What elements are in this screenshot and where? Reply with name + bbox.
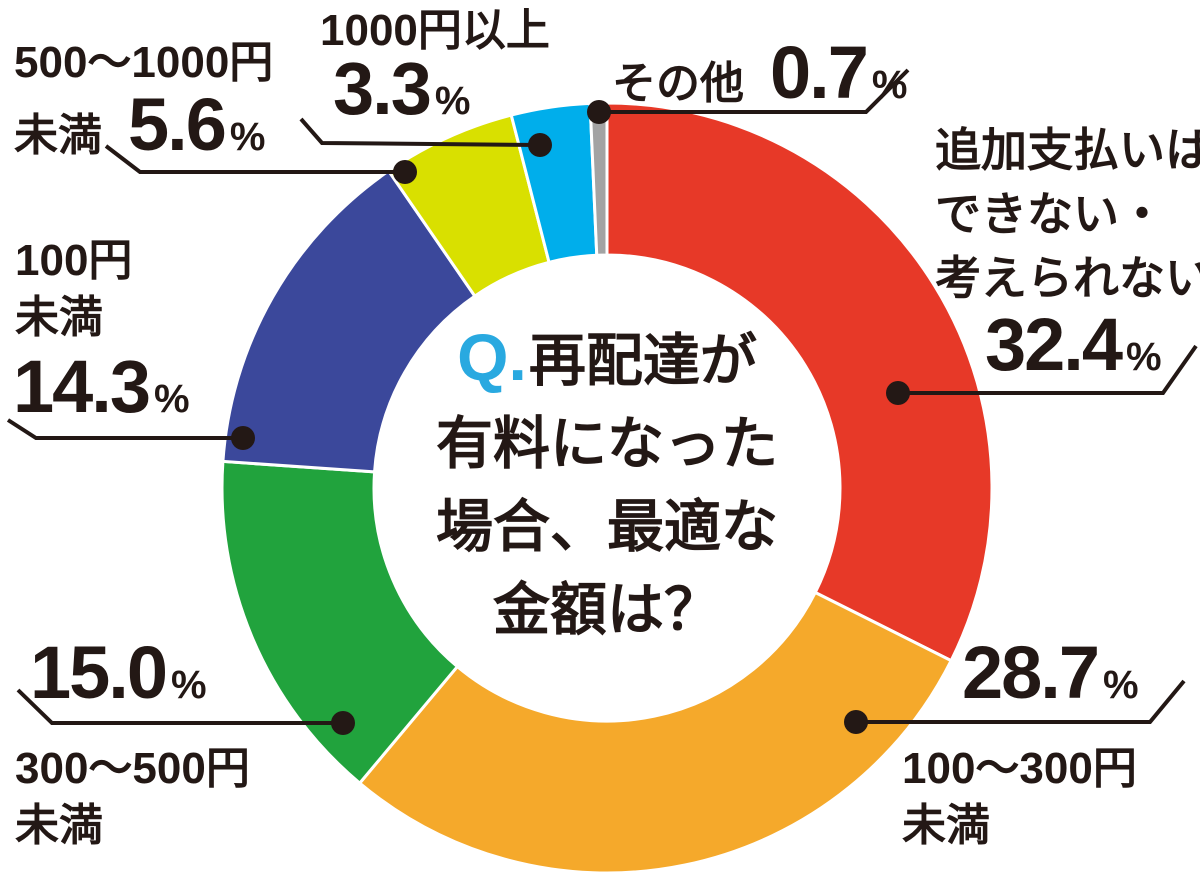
pie-slice-no-extra-payment — [605, 101, 994, 663]
leader-dot-100-300-yen — [844, 710, 868, 734]
value-under-100-yen: 14.3 — [13, 345, 151, 428]
unit-over-1000-yen: % — [434, 79, 471, 123]
label-100-300-yen-line-1: 100〜300円 — [902, 744, 1137, 793]
leader-line-no-extra-payment — [898, 344, 1198, 395]
center-question-text-1: 再配達が — [528, 329, 757, 393]
value-row-100-300-yen: 28.7 % — [962, 636, 1139, 710]
label-over-1000-yen: 1000円以上 — [320, 6, 550, 55]
unit-300-500-yen: % — [171, 663, 207, 707]
leader-dot-under-100-yen — [231, 426, 255, 450]
leader-dot-other — [587, 100, 611, 124]
pie-slice-300-500-yen — [220, 459, 460, 786]
value-row-other: その他 0.7 % — [612, 36, 907, 111]
label-100-300-yen: 100〜300円 未満 — [902, 740, 1137, 854]
unit-other: % — [871, 63, 908, 107]
value-row-over-1000-yen: 3.3 % — [333, 52, 470, 126]
label-500-1000-yen-miman: 未満 — [14, 111, 102, 160]
leader-line-under-100-yen — [6, 418, 243, 440]
value-row-no-extra-payment: 32.4 % — [985, 308, 1162, 382]
label-under-100-yen-line-2: 未満 — [15, 293, 103, 342]
value-row-300-500-yen: 15.0 % — [30, 636, 207, 710]
leader-line-300-500-yen — [16, 688, 343, 725]
value-500-1000-yen: 5.6 — [128, 83, 227, 166]
pie-slice-under-100-yen — [221, 168, 477, 474]
leader-line-over-1000-yen — [299, 117, 541, 147]
label-300-500-yen: 300〜500円 未満 — [15, 740, 250, 854]
unit-under-100-yen: % — [154, 377, 190, 421]
leader-dot-500-1000-yen — [393, 160, 417, 184]
label-under-100-yen-line-1: 100円 — [15, 236, 133, 285]
label-under-100-yen: 100円 未満 — [15, 232, 132, 346]
value-300-500-yen: 15.0 — [30, 631, 168, 714]
label-300-500-yen-line-2: 未満 — [15, 801, 103, 850]
value-row-under-100-yen: 14.3 % — [13, 350, 190, 424]
label-300-500-yen-line-1: 300〜500円 — [15, 744, 250, 793]
center-question-line-1: Q.再配達が — [377, 316, 837, 403]
label-no-extra-payment-line-3: 考えられない — [935, 252, 1200, 304]
unit-500-1000-yen: % — [229, 115, 266, 159]
label-100-300-yen-line-2: 未満 — [902, 801, 990, 850]
label-other: その他 — [612, 59, 744, 108]
center-question-line-3: 場合、最適な — [436, 495, 778, 559]
label-500-1000-yen: 500〜1000円 — [14, 38, 274, 87]
label-no-extra-payment-line-2: できない・ — [935, 188, 1165, 240]
value-no-extra-payment: 32.4 — [985, 303, 1123, 386]
value-over-1000-yen: 3.3 — [333, 47, 432, 130]
question-q-prefix: Q. — [457, 320, 527, 394]
center-question: Q.再配達が 有料になった 場合、最適な 金額は？ — [377, 316, 837, 652]
value-row-500-1000-yen: 未満 5.6 % — [14, 88, 265, 163]
leader-line-other — [599, 68, 910, 114]
pie-slice-100-300-yen — [357, 590, 954, 875]
unit-no-extra-payment: % — [1126, 335, 1162, 379]
label-no-extra-payment-line-1: 追加支払いは — [935, 124, 1200, 176]
leader-line-500-1000-yen — [104, 144, 405, 174]
unit-100-300-yen: % — [1103, 663, 1139, 707]
leader-dot-no-extra-payment — [886, 381, 910, 405]
leader-line-100-300-yen — [856, 679, 1186, 724]
center-question-line-4: 金額は？ — [493, 578, 721, 642]
center-question-line-2: 有料になった — [436, 412, 778, 476]
label-no-extra-payment: 追加支払いは できない・ 考えられない — [935, 118, 1200, 310]
value-100-300-yen: 28.7 — [962, 631, 1100, 714]
value-other: 0.7 — [770, 31, 869, 114]
leader-dot-300-500-yen — [331, 711, 355, 735]
leader-dot-over-1000-yen — [528, 133, 552, 157]
